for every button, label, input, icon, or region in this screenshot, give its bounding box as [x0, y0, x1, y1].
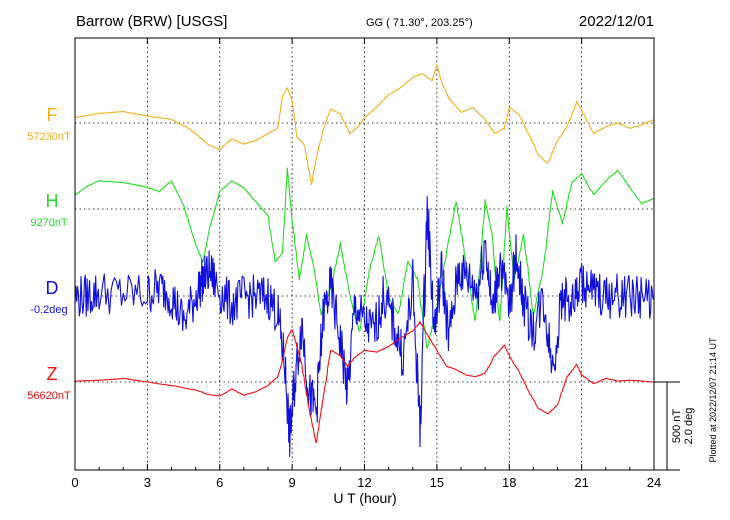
x-tick-label: 3 — [144, 475, 151, 490]
series-name-d: D — [46, 278, 59, 298]
x-tick-label: 9 — [289, 475, 296, 490]
x-tick-label: 15 — [430, 475, 444, 490]
series-name-f: F — [47, 105, 58, 125]
series-line-d — [74, 195, 655, 458]
scale-bar-nt-label: 500 nT — [671, 409, 683, 444]
series-name-h: H — [46, 191, 59, 211]
series-line-z — [74, 321, 654, 444]
x-tick-label: 0 — [71, 475, 78, 490]
scale-bar-deg-label: 2.0 deg — [683, 408, 695, 445]
series-labels: F 57230nT H 9270nT D -0.2deg Z 56620nT — [27, 105, 71, 402]
series-baselines — [75, 122, 654, 383]
series-baseline-z: 56620nT — [27, 390, 71, 402]
series-line-h — [74, 167, 655, 349]
series-baseline-d: -0.2deg — [30, 304, 67, 316]
x-axis-ticks: 0 3 6 9 12 15 18 21 24 — [71, 38, 661, 490]
x-axis-label: U T (hour) — [333, 490, 396, 506]
series-name-z: Z — [47, 364, 58, 384]
coordinates-label: GG ( 71.30°, 203.25°) — [366, 17, 473, 29]
data-traces — [74, 64, 655, 458]
x-tick-label: 12 — [357, 475, 371, 490]
date-label: 2022/12/01 — [579, 13, 654, 30]
x-tick-label: 18 — [502, 475, 516, 490]
x-tick-label: 24 — [647, 475, 661, 490]
x-tick-label: 6 — [216, 475, 223, 490]
plotted-at-label: Plotted at 2022/12/07 21:14 UT — [708, 337, 718, 463]
x-tick-label: 21 — [574, 475, 588, 490]
series-baseline-h: 9270nT — [30, 217, 68, 229]
series-baseline-f: 57230nT — [27, 131, 71, 143]
series-line-f — [74, 64, 655, 186]
station-title: Barrow (BRW) [USGS] — [76, 13, 227, 30]
